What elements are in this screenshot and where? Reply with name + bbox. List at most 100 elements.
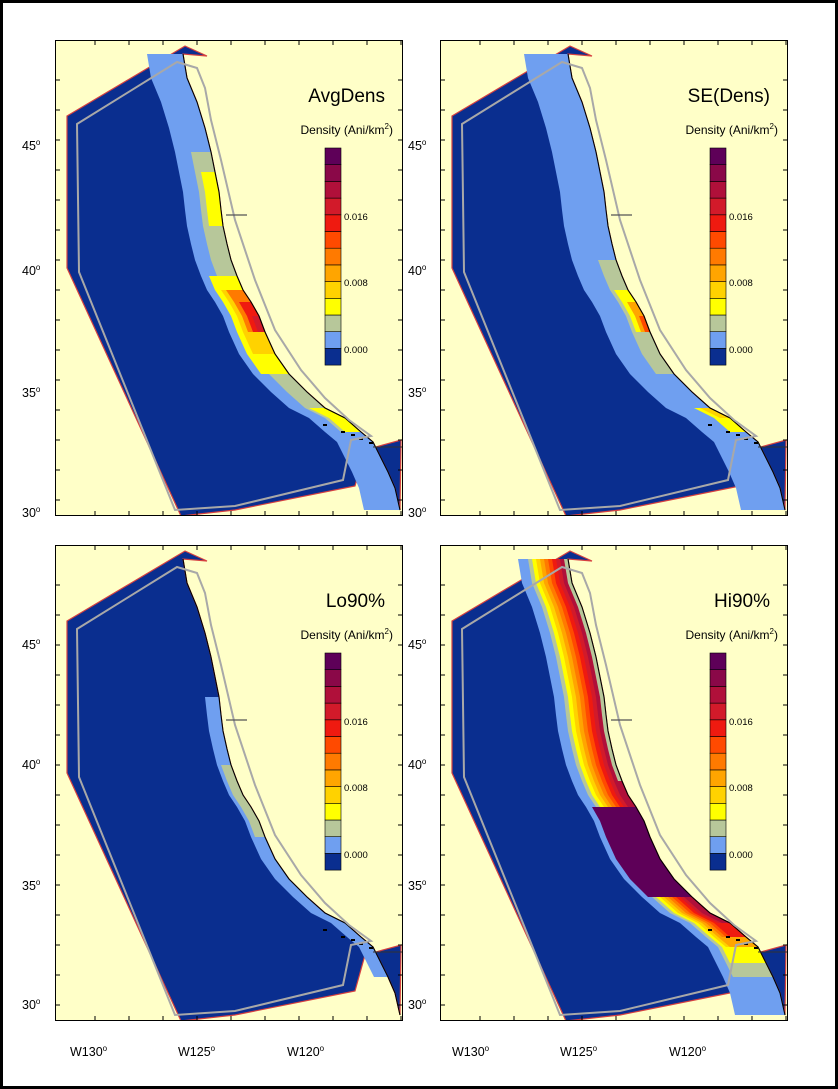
lat-label-left-degree: o <box>35 138 41 147</box>
map-panel-se-dens: SE(Dens) Density (Ani/km2) 0.000 0.008 0.016 <box>440 40 788 516</box>
lon-label-degree: o <box>210 1044 216 1053</box>
lat-label-right: 45o <box>408 637 426 652</box>
legend-swatch <box>324 214 342 232</box>
legend-title-close: ) <box>389 628 393 642</box>
legend-swatch <box>324 164 342 182</box>
legend-title: Density (Ani/km2) <box>301 122 393 137</box>
legend-swatch <box>709 214 727 232</box>
legend-swatch <box>324 736 342 754</box>
legend-title-sup: 2 <box>384 627 389 636</box>
lon-label-degree: o <box>484 1044 490 1053</box>
legend-tick-label: 0.008 <box>344 783 368 795</box>
legend-title-close: ) <box>389 123 393 137</box>
legend-title-sup: 2 <box>769 627 774 636</box>
legend-swatch <box>709 652 727 671</box>
coastline <box>182 53 401 511</box>
legend-title-close: ) <box>774 628 778 642</box>
legend-swatch <box>709 247 727 266</box>
lat-label-right: 30o <box>408 505 426 520</box>
map-svg <box>55 40 403 516</box>
lat-label-left-degree: o <box>35 263 41 272</box>
island-mark <box>726 431 730 433</box>
map-svg <box>440 40 788 516</box>
lat-label-right-degree: o <box>421 878 427 887</box>
lat-label-left-degree: o <box>35 757 41 766</box>
lon-label: W120o <box>669 1044 706 1059</box>
lon-label-text: W130 <box>452 1045 485 1060</box>
legend-swatch <box>324 281 342 299</box>
legend-tick-label: 0.008 <box>344 278 368 290</box>
legend-swatch <box>709 853 727 871</box>
island-mark <box>351 434 355 436</box>
legend-swatch <box>324 802 342 821</box>
legend-swatch <box>324 786 342 804</box>
panel-title: Lo90% <box>325 591 385 612</box>
density-band <box>694 408 746 432</box>
legend-swatch <box>709 231 727 249</box>
lat-label-left: 35o <box>22 878 40 893</box>
lat-label-right: 30o <box>408 997 426 1012</box>
lat-label-right: 40o <box>408 263 426 278</box>
legend-tick-label: 0.016 <box>729 211 753 223</box>
lat-label-right: 35o <box>408 878 426 893</box>
legend-title: Density (Ani/km2) <box>301 627 393 642</box>
legend-swatch <box>324 686 342 704</box>
lon-label-text: W120 <box>669 1045 702 1060</box>
legend-swatch <box>709 752 727 771</box>
legend-swatch <box>324 181 342 199</box>
island-mark <box>708 929 712 931</box>
island-mark <box>726 936 730 938</box>
legend-title-close: ) <box>774 123 778 137</box>
island-mark <box>341 936 345 938</box>
legend-tick-label: 0.016 <box>729 716 753 728</box>
legend-tick-label: 0.000 <box>344 345 368 357</box>
lat-label-left-text: 35 <box>22 879 36 894</box>
legend-swatch <box>324 819 342 838</box>
legend-title-text: Density (Ani/km <box>685 123 770 137</box>
lon-label-degree: o <box>102 1044 108 1053</box>
legend-swatch <box>709 802 727 821</box>
panel-frame <box>55 40 403 516</box>
legend-swatch <box>709 197 727 216</box>
legend-title: Density (Ani/km2) <box>686 627 778 642</box>
map-panel-lo90: Lo90% Density (Ani/km2) 0.000 0.008 0.016 <box>55 545 403 1021</box>
legend-swatch <box>709 686 727 704</box>
lat-label-left-text: 30 <box>22 998 36 1013</box>
lat-label-right-degree: o <box>421 997 427 1006</box>
lat-label-left-text: 45 <box>22 638 36 653</box>
lat-label-left: 35o <box>22 385 40 400</box>
lon-label-degree: o <box>701 1044 707 1053</box>
legend-swatch <box>709 719 727 737</box>
legend-swatch <box>709 331 727 349</box>
legend-swatch <box>324 247 342 266</box>
island-mark <box>708 424 712 426</box>
lat-label-right-text: 30 <box>408 506 422 521</box>
legend-tick-label: 0.008 <box>729 278 753 290</box>
legend-title-text: Density (Ani/km <box>300 628 385 642</box>
lon-label-text: W125 <box>178 1045 211 1060</box>
study-boundary <box>75 60 374 512</box>
panel-frame <box>440 40 788 516</box>
island-mark <box>736 939 740 941</box>
legend-swatch <box>324 147 342 166</box>
legend-swatch <box>324 197 342 216</box>
island-mark <box>323 929 327 931</box>
legend-swatch <box>709 836 727 854</box>
island-mark <box>351 939 355 941</box>
lat-label-left-degree: o <box>35 878 41 887</box>
island-mark <box>754 442 758 444</box>
legend-tick-label: 0.008 <box>729 783 753 795</box>
panel-title: Hi90% <box>714 591 770 612</box>
lat-label-left-text: 40 <box>22 758 36 773</box>
lat-label-right-text: 30 <box>408 998 422 1013</box>
island-mark <box>754 947 758 949</box>
lat-label-right-text: 40 <box>408 758 422 773</box>
density-band <box>524 54 785 510</box>
lat-label-right: 40o <box>408 757 426 772</box>
lon-label-degree: o <box>592 1044 598 1053</box>
lon-label: W130o <box>70 1044 107 1059</box>
lat-label-left: 40o <box>22 757 40 772</box>
lon-label-degree: o <box>319 1044 325 1053</box>
legend-swatch <box>709 348 727 366</box>
study-boundary <box>460 60 759 512</box>
